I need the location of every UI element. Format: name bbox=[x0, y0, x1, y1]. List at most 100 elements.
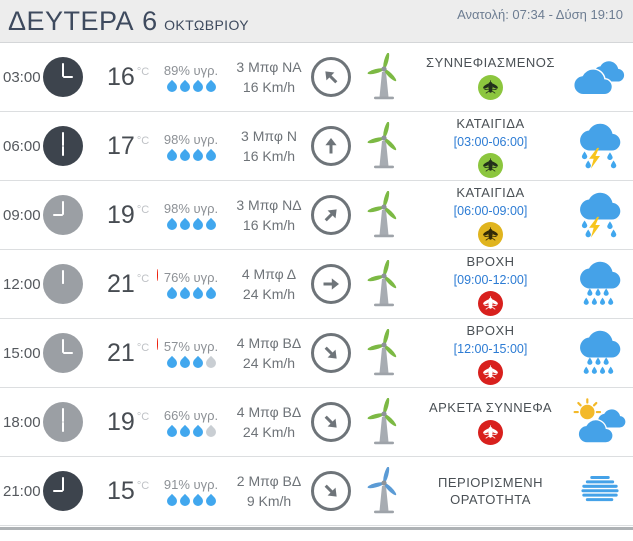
wind-speed-label: 16 Km/h bbox=[242, 217, 296, 233]
drop-icon bbox=[190, 424, 205, 439]
forecast-row: 12:00 21 °C 76% υγρ. 4 Μπφ Δ 24 Km/h bbox=[0, 250, 633, 319]
mosquito-icon bbox=[478, 152, 503, 178]
wind-direction-icon bbox=[311, 195, 351, 235]
time-label: 21:00 bbox=[3, 482, 41, 500]
humidity-label: 66% υγρ. bbox=[163, 407, 219, 423]
temperature-unit: °C bbox=[136, 135, 150, 147]
condition-label: ΒΡΟΧΗ bbox=[466, 322, 515, 338]
forecast-row: 18:00 19 °C 66% υγρ. 4 Μπφ ΒΔ 24 Km/h bbox=[0, 388, 633, 457]
day-number: 6 bbox=[142, 5, 158, 36]
condition-label: ΠΕΡΙΟΡΙΣΜΕΝΗ bbox=[437, 475, 544, 490]
wind-beaufort-label: 3 Μπφ Ν bbox=[241, 128, 297, 144]
drop-icon bbox=[177, 286, 192, 301]
rain-icon bbox=[580, 261, 621, 305]
weather-icon bbox=[571, 121, 633, 171]
mosquito-icon bbox=[478, 221, 503, 247]
drop-icon bbox=[164, 424, 179, 439]
clock-minute-hand bbox=[62, 63, 64, 77]
wind-turbine-icon bbox=[367, 122, 397, 169]
wind-turbine-icon bbox=[367, 260, 397, 307]
time-label: 09:00 bbox=[3, 206, 41, 224]
sun-clouds-icon bbox=[573, 398, 626, 444]
clock-icon bbox=[43, 57, 83, 97]
month-name: ΟΚΤΩΒΡΙΟΥ bbox=[164, 16, 250, 33]
clock-hour-hand bbox=[63, 352, 73, 354]
wind-speed-label: 24 Km/h bbox=[242, 286, 296, 302]
wind-beaufort-label: 3 Μπφ ΝΔ bbox=[236, 197, 302, 213]
condition-time-range[interactable]: [03:00-06:00] bbox=[453, 134, 528, 149]
clock-minute-hand bbox=[62, 339, 64, 353]
temperature-value: 16 bbox=[107, 62, 135, 91]
condition-time-range[interactable]: [09:00-12:00] bbox=[453, 272, 528, 287]
condition-time-range[interactable]: [12:00-15:00] bbox=[453, 341, 528, 356]
temperature-value: 17 bbox=[107, 131, 135, 160]
drop-icon bbox=[203, 217, 218, 232]
wind-speed-label: 16 Km/h bbox=[242, 79, 296, 95]
clock-minute-hand bbox=[62, 132, 64, 146]
drop-icon bbox=[164, 355, 179, 370]
forecast-row: 15:00 21 °C 57% υγρ. 4 Μπφ ΒΔ 24 Km/h bbox=[0, 319, 633, 388]
forecast-row: 03:00 16 °C 89% υγρ. 3 Μπφ ΝΑ 16 Km/h bbox=[0, 43, 633, 112]
time-label: 12:00 bbox=[3, 275, 41, 293]
clock-minute-hand bbox=[62, 408, 64, 422]
wind-beaufort-label: 4 Μπφ ΒΔ bbox=[236, 404, 302, 420]
clock-icon bbox=[43, 126, 83, 166]
humidity-label: 89% υγρ. bbox=[163, 62, 219, 78]
humidity-drops-icon bbox=[164, 148, 218, 163]
drop-icon bbox=[164, 217, 179, 232]
drop-icon bbox=[177, 424, 192, 439]
drop-icon bbox=[190, 79, 205, 94]
mosquito-icon bbox=[478, 290, 503, 316]
mosquito-icon bbox=[478, 359, 503, 385]
drop-icon bbox=[190, 286, 205, 301]
wind-beaufort-label: 4 Μπφ Δ bbox=[241, 266, 297, 282]
clock-icon bbox=[43, 333, 83, 373]
drop-icon bbox=[190, 493, 205, 508]
wind-direction-icon bbox=[311, 333, 351, 373]
temperature-unit: °C bbox=[136, 204, 150, 216]
wind-turbine-icon bbox=[367, 398, 397, 445]
temperature-value: 19 bbox=[107, 407, 135, 436]
clock-icon bbox=[43, 471, 83, 511]
drop-icon bbox=[177, 79, 192, 94]
time-label: 18:00 bbox=[3, 413, 41, 431]
wind-speed-label: 24 Km/h bbox=[242, 424, 296, 440]
clock-hour-hand bbox=[62, 422, 64, 432]
forecast-row: 09:00 19 °C 98% υγρ. 3 Μπφ ΝΔ 16 Km/h bbox=[0, 181, 633, 250]
condition-time-range[interactable]: [06:00-09:00] bbox=[453, 203, 528, 218]
humidity-label: 98% υγρ. bbox=[163, 131, 219, 147]
day-name: ΔΕΥΤΕΡΑ bbox=[8, 5, 135, 36]
drop-icon bbox=[190, 148, 205, 163]
humidity-drops-icon bbox=[164, 217, 218, 232]
humidity-label: 98% υγρ. bbox=[163, 200, 219, 216]
wind-speed-label: 16 Km/h bbox=[242, 148, 296, 164]
day-title: ΔΕΥΤΕΡΑ 6 ΟΚΤΩΒΡΙΟΥ bbox=[8, 6, 249, 37]
max-temp-dot bbox=[157, 338, 158, 350]
condition-label-line2: ΟΡΑΤΟΤΗΤΑ bbox=[450, 492, 531, 507]
clock-minute-hand bbox=[62, 477, 64, 491]
overcast-icon bbox=[572, 61, 625, 96]
clock-icon bbox=[43, 402, 83, 442]
wind-direction-icon bbox=[311, 402, 351, 442]
drop-icon bbox=[177, 493, 192, 508]
mosquito-icon bbox=[478, 420, 503, 445]
time-label: 03:00 bbox=[3, 68, 41, 86]
forecast-rows: 03:00 16 °C 89% υγρ. 3 Μπφ ΝΑ 16 Km/h bbox=[0, 43, 633, 526]
wind-direction-icon bbox=[311, 471, 351, 511]
mosquito-icon bbox=[478, 75, 503, 100]
storm-icon bbox=[580, 192, 621, 238]
condition-label: ΚΑΤΑΙΓΙΔΑ bbox=[456, 184, 525, 200]
temperature-unit: °C bbox=[136, 273, 150, 285]
clock-icon bbox=[43, 264, 83, 304]
humidity-drops-icon bbox=[164, 79, 218, 94]
humidity-drops-icon bbox=[164, 286, 218, 301]
temperature-unit: °C bbox=[136, 480, 150, 492]
wind-beaufort-label: 2 Μπφ ΒΔ bbox=[236, 473, 302, 489]
drop-icon bbox=[177, 217, 192, 232]
clock-hour-hand bbox=[62, 146, 64, 156]
weather-icon bbox=[571, 190, 633, 240]
section-divider bbox=[0, 527, 633, 530]
drop-icon bbox=[203, 286, 218, 301]
temperature-unit: °C bbox=[136, 66, 150, 78]
